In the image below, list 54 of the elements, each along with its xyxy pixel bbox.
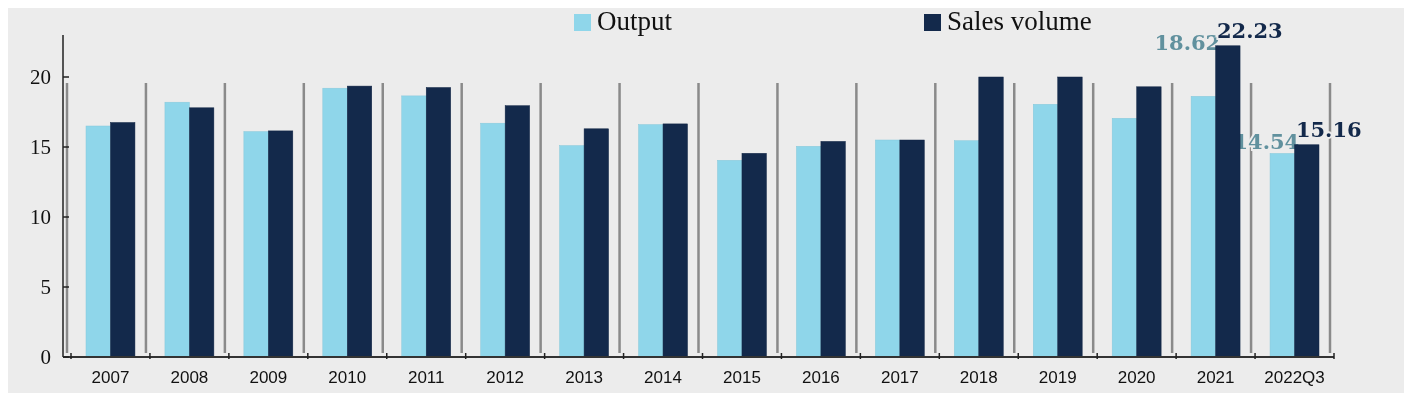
bar [638,124,664,358]
x-tick-label: 2009 [249,368,288,387]
x-tick-label: 2022Q3 [1264,368,1325,387]
bar [662,123,688,358]
x-tick-label: 2008 [170,368,209,387]
legend-label: Sales volume [947,6,1092,36]
bar [322,87,348,358]
bar [1136,86,1162,358]
bar [347,85,372,358]
data-label: 15.16 [1295,116,1362,142]
bar [425,87,451,358]
bar [164,101,190,358]
bar [954,140,980,358]
bar [401,95,427,358]
bar [1269,153,1295,358]
x-tick-label: 2014 [644,368,682,387]
bar [85,125,111,358]
bar [978,76,1004,358]
x-tick-label: 2017 [880,368,919,387]
bar [1111,118,1137,358]
y-tick-label: 10 [30,205,51,230]
x-tick-label: 2007 [91,368,130,387]
bar [268,130,294,358]
bar [1190,96,1216,358]
y-tick-label: 5 [40,275,51,300]
bar [796,146,822,358]
bar [504,105,530,358]
x-tick-label: 2016 [801,368,840,387]
bar [480,122,506,358]
bar [875,139,901,358]
y-tick-label: 0 [40,345,51,370]
x-tick-label: 2012 [486,368,525,387]
bar [1033,104,1058,358]
bar [559,145,585,358]
x-tick-label: 2019 [1038,368,1077,387]
bar [189,107,215,358]
bar [820,141,846,358]
x-tick-label: 2010 [328,368,367,387]
legend-label: Output [597,6,673,36]
bar [583,128,609,358]
x-tick-label: 2018 [959,368,998,387]
x-tick-label: 2013 [565,368,604,387]
bar [243,131,269,358]
bar [717,160,743,358]
x-tick-label: 2015 [723,368,761,387]
x-tick-label: 2011 [407,368,445,387]
x-tick-label: 2020 [1117,368,1156,387]
x-tick-label: 2021 [1196,368,1235,387]
y-tick-label: 15 [30,135,51,160]
bar [110,122,136,358]
y-tick-label: 20 [30,65,51,90]
bar [899,139,925,358]
bar [741,153,767,358]
bar [1057,76,1083,358]
